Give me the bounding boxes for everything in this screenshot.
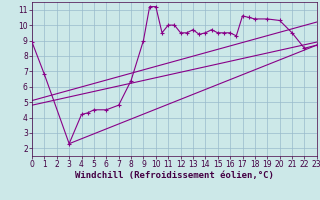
X-axis label: Windchill (Refroidissement éolien,°C): Windchill (Refroidissement éolien,°C) [75,171,274,180]
